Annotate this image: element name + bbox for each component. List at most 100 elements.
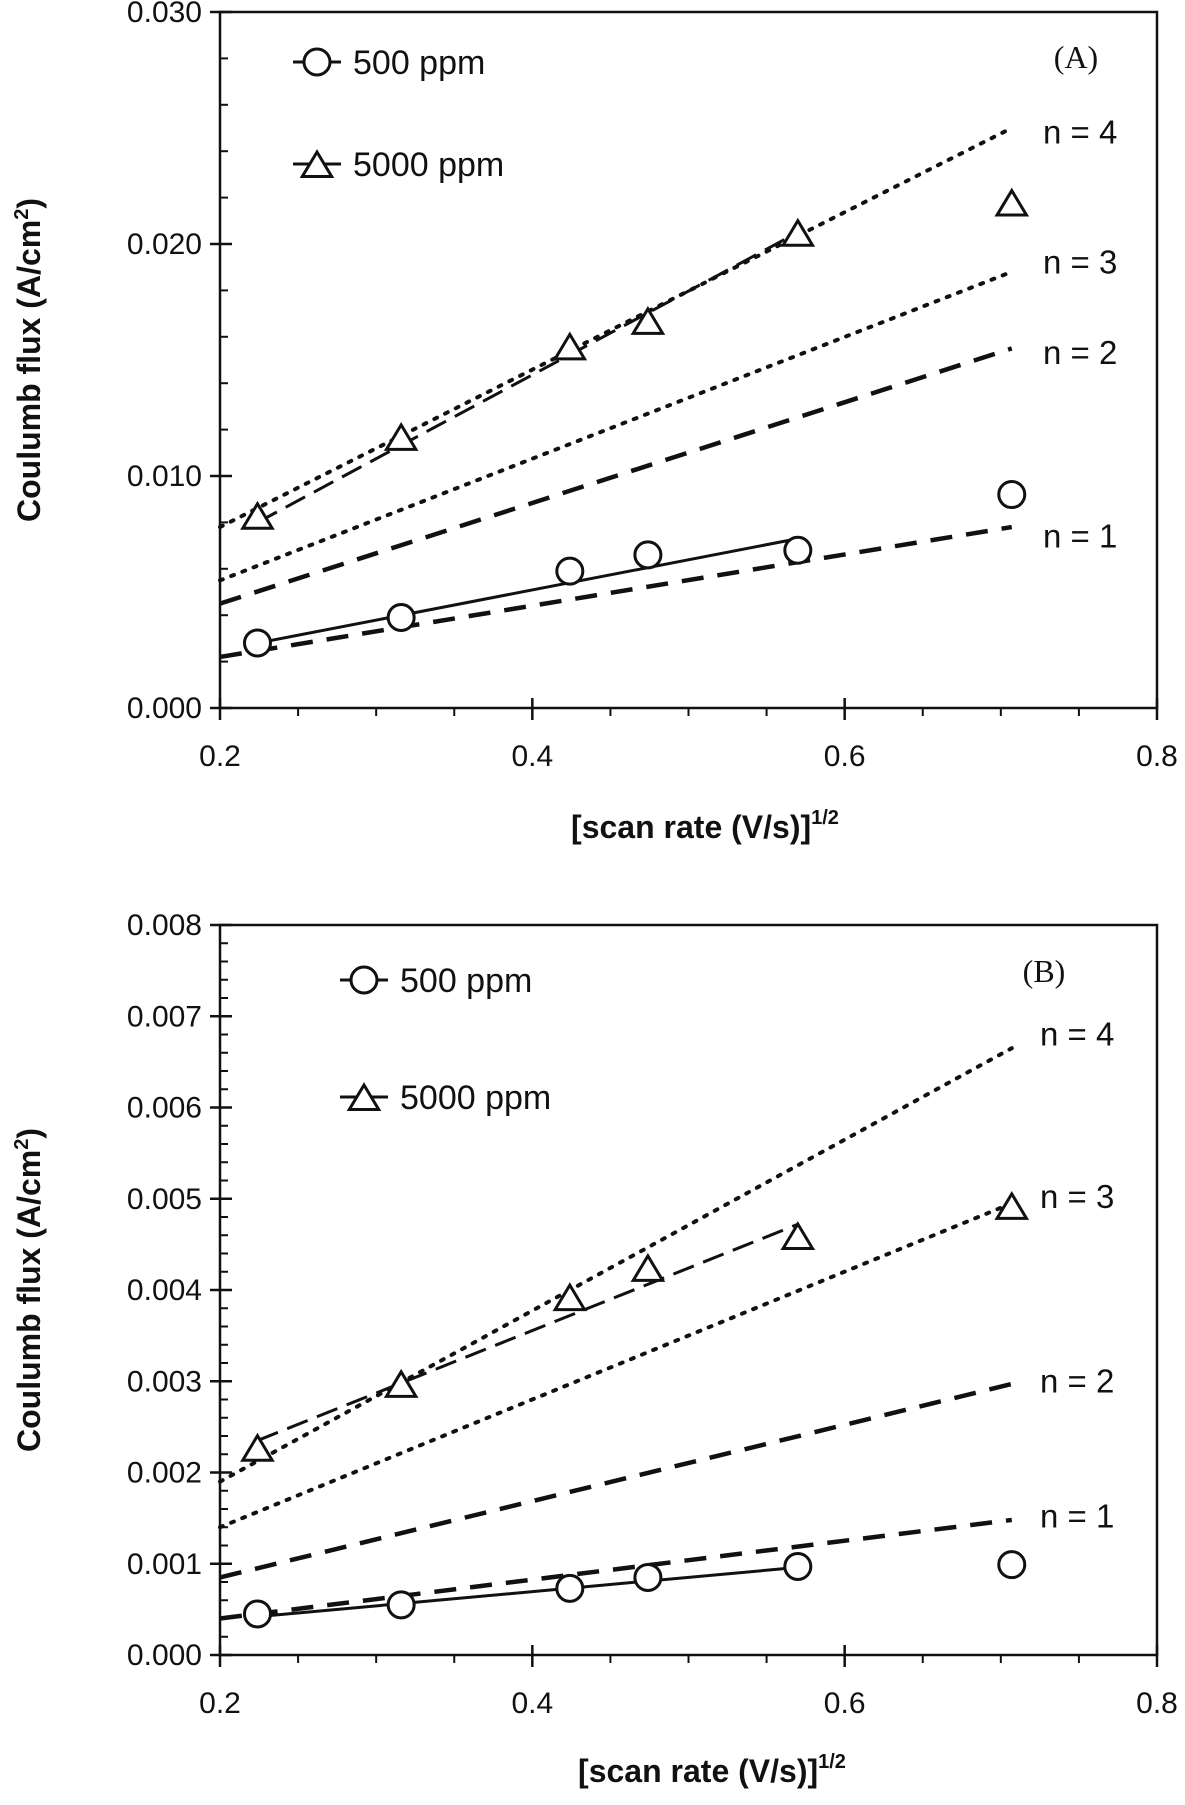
model-line-n-2 [219,346,1013,606]
legend-label: 5000 ppm [400,1079,551,1117]
model-label-n-4: n = 4 [1043,114,1117,151]
data-point-triangle [552,331,588,361]
x-tick-label: 0.2 [199,1687,241,1720]
data-point-circle [997,1550,1027,1580]
y-axis-title-close: ) [11,198,47,209]
y-tick-label: 0.000 [127,692,202,725]
y-tick-label: 0.007 [127,1000,202,1033]
model-label-n-1: n = 1 [1043,517,1117,554]
model-line-n-2 [219,1381,1013,1580]
fit-line-500-ppm [257,537,799,645]
data-point-circle [242,1599,272,1629]
x-axis-title: [scan rate (V/s)]1/2 [578,1751,846,1789]
y-axis-title: Coulumb flux (A/cm2) [11,198,47,522]
data-point-triangle [240,1432,275,1462]
data-point-triangle [780,217,816,247]
y-tick-label: 0.003 [127,1365,202,1398]
y-axis-title: Coulumb flux (A/cm2) [11,1128,47,1452]
x-tick-label: 0.8 [1136,740,1178,773]
legend-entry-500-ppm: 500 ppm [293,44,485,82]
panel-label: (A) [1054,39,1098,75]
data-point-triangle [994,1190,1030,1220]
model-label-n-3: n = 3 [1043,244,1117,281]
y-tick-label: 0.030 [127,0,202,29]
model-label-n-3: n = 3 [1040,1178,1114,1215]
fit-lines [256,1222,799,1619]
model-line-n-3 [218,1201,1014,1530]
series-500-ppm [242,1550,1027,1629]
model-line-n-4 [218,1046,1014,1484]
legend-marker-circle [302,47,332,77]
plot-frame [218,923,1159,1657]
legend-label: 5000 ppm [353,146,504,184]
panel-label: (B) [1023,953,1066,989]
data-point-circle [242,628,272,658]
data-point-triangle [630,1253,666,1282]
legend-entry-5000-ppm: 5000 ppm [293,146,504,184]
y-axis-title-close: ) [11,1128,47,1139]
x-axis-title-superscript: 1/2 [818,1751,846,1773]
y-tick-label: 0.005 [127,1183,202,1216]
data-point-circle [997,480,1027,510]
y-tick-label: 0.010 [127,460,202,493]
model-line-n-4 [218,126,1014,530]
legend-marker-circle [349,965,379,995]
data-point-circle [555,1573,585,1603]
model-line-n-1 [219,1517,1013,1621]
model-lines: n = 1 n = 2 n = 3 n = 4 [218,1016,1114,1621]
data-point-circle [633,540,663,570]
plot-frame [218,10,1159,710]
x-tick-label: 0.4 [511,1687,553,1720]
x-tick-label: 0.4 [511,740,553,773]
series-500-ppm [242,480,1027,658]
y-tick-label: 0.008 [127,909,202,942]
x-axis-title: [scan rate (V/s)]1/2 [571,807,839,845]
model-label-n-4: n = 4 [1040,1016,1114,1053]
y-axis-title-superscript: 2 [11,1139,33,1150]
fit-line-5000-ppm [256,1222,799,1442]
data-point-circle [555,556,585,586]
x-tick-label: 0.6 [824,740,866,773]
y-tick-label: 0.000 [127,1639,202,1672]
legend-label: 500 ppm [400,962,532,1000]
y-tick-label: 0.001 [127,1548,202,1581]
y-tick-label: 0.002 [127,1457,202,1490]
series-5000-ppm [240,187,1030,530]
data-point-triangle [383,1368,419,1398]
fit-line-500-ppm [257,1565,798,1619]
y-axis-title-superscript: 2 [11,209,33,220]
x-axis-title-superscript: 1/2 [811,807,839,829]
model-line-n-1 [219,524,1013,660]
chart-panel-b: 0.000 0.001 0.002 0.003 0.004 0.005 0.006 0.007… [11,909,1178,1789]
model-label-n-2: n = 2 [1040,1362,1114,1399]
data-point-triangle [780,1221,816,1250]
series-5000-ppm [240,1190,1030,1462]
data-point-circle [783,1551,813,1581]
data-point-circle [783,535,813,565]
legend: 500 ppm 5000 ppm [340,962,551,1117]
data-point-triangle [383,421,419,451]
legend-entry-500-ppm: 500 ppm [340,962,532,1000]
x-tick-label: 0.2 [199,740,241,773]
model-label-n-1: n = 1 [1040,1497,1114,1534]
data-point-circle [386,603,416,633]
legend-label: 500 ppm [353,44,485,82]
model-lines: n = 1 n = 2 n = 3 n = 4 [218,114,1117,660]
data-point-triangle [240,500,275,530]
chart-panel-a: 0.000 0.010 0.020 0.030 0.2 0.4 0.6 0.8 [scan ra… [11,0,1178,845]
model-line-n-3 [218,269,1014,583]
data-point-triangle [630,305,666,335]
legend: 500 ppm 5000 ppm [293,44,504,184]
data-point-circle [633,1562,663,1592]
data-point-triangle [994,187,1030,217]
y-tick-label: 0.004 [127,1274,202,1307]
y-tick-label: 0.006 [127,1092,202,1125]
legend-marker-triangle [299,149,335,178]
fit-line-5000-ppm [256,231,799,524]
x-tick-label: 0.6 [824,1687,866,1720]
data-point-triangle [552,1282,588,1312]
fit-lines [256,231,799,645]
data-point-circle [386,1590,416,1620]
